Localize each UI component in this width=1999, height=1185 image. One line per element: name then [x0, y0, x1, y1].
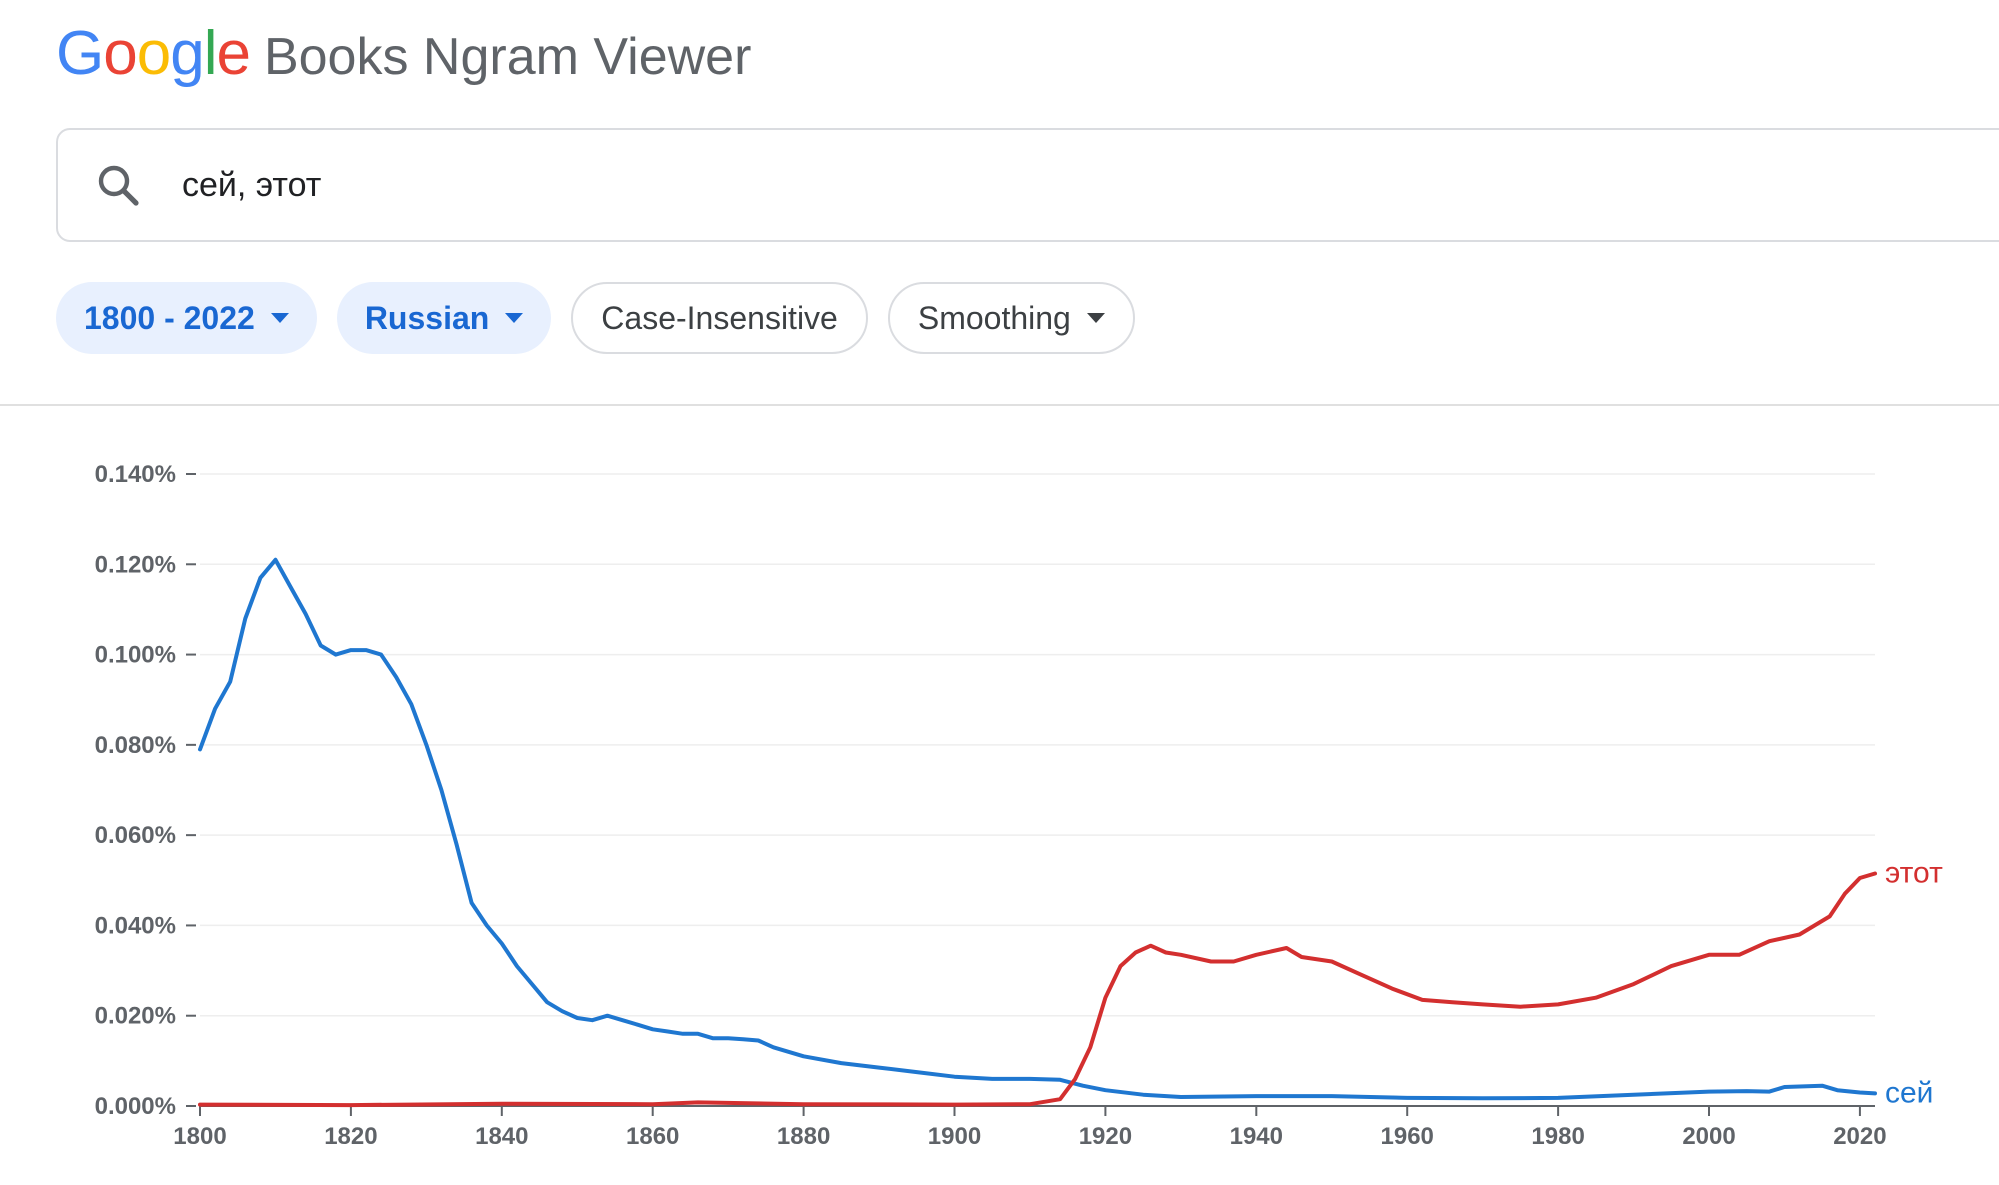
search-box[interactable]: сей, этот [56, 128, 1999, 242]
y-tick-label: 0.020% [95, 1003, 176, 1030]
x-tick-label: 1800 [173, 1123, 226, 1150]
x-tick-label: 1840 [475, 1123, 528, 1150]
y-tick-label: 0.040% [95, 912, 176, 939]
y-tick-label: 0.000% [95, 1093, 176, 1120]
x-tick-label: 1940 [1230, 1123, 1283, 1150]
google-wordmark: Google [56, 18, 251, 89]
y-tick-label: 0.060% [95, 822, 176, 849]
series-label: сей [1885, 1076, 1933, 1109]
logo-letter: o [103, 19, 137, 88]
year-range-chip[interactable]: 1800 - 2022 [56, 282, 317, 354]
logo-letter: l [203, 19, 218, 88]
corpus-chip[interactable]: Russian [336, 282, 552, 354]
series-line-этот [198, 871, 1877, 1108]
logo-letter: e [216, 19, 250, 88]
caret-down-icon [270, 313, 289, 323]
series-labels: сей этот [1885, 857, 1943, 1110]
x-tick-label: 1900 [928, 1123, 981, 1150]
x-tick-label: 1980 [1531, 1123, 1584, 1150]
case-insensitive-chip[interactable]: Case-Insensitive [571, 282, 868, 354]
divider [0, 404, 1999, 406]
x-tick-label: 2000 [1682, 1123, 1735, 1150]
logo-letter: o [136, 19, 171, 88]
x-axis: 1800 1820 1840 1860 1880 1900 1920 1940 1960 1980… [173, 1105, 1887, 1150]
filter-chips: 1800 - 2022 Russian Case-Insensitive Smo… [56, 282, 1135, 354]
series-line-сей [198, 557, 1877, 1101]
smoothing-label: Smoothing [917, 299, 1071, 336]
search-icon[interactable] [94, 161, 142, 209]
logo-letter: g [170, 19, 204, 88]
caret-down-icon [505, 313, 524, 323]
ngram-chart[interactable]: 0.000% 0.020% 0.040% 0.060% 0.080% 0.100% 0.12… [0, 406, 1999, 1185]
chart-grid [200, 473, 1875, 1017]
year-range-label: 1800 - 2022 [84, 299, 255, 336]
x-tick-label: 1920 [1079, 1123, 1132, 1150]
google-logo[interactable]: Google Books Ngram Viewer [56, 18, 751, 88]
x-tick-label: 1960 [1381, 1123, 1434, 1150]
y-tick-label: 0.140% [95, 461, 176, 488]
x-tick-label: 1820 [324, 1123, 377, 1150]
smoothing-chip[interactable]: Smoothing [887, 282, 1135, 354]
product-name: Books Ngram Viewer [263, 28, 752, 86]
caret-down-icon [1086, 313, 1105, 323]
x-tick-label: 1880 [777, 1123, 830, 1150]
x-tick-label: 1860 [626, 1123, 679, 1150]
y-tick-label: 0.100% [95, 642, 176, 669]
corpus-label: Russian [364, 299, 490, 336]
search-query-text[interactable]: сей, этот [182, 165, 322, 204]
y-tick-label: 0.120% [95, 551, 176, 578]
chart-series [198, 557, 1877, 1108]
y-tick-label: 0.080% [95, 732, 176, 759]
series-label: этот [1885, 857, 1943, 890]
x-tick-label: 2020 [1833, 1123, 1886, 1150]
y-axis: 0.000% 0.020% 0.040% 0.060% 0.080% 0.100% 0.12… [95, 461, 196, 1120]
logo-letter: G [56, 19, 104, 88]
case-insensitive-label: Case-Insensitive [601, 299, 838, 336]
